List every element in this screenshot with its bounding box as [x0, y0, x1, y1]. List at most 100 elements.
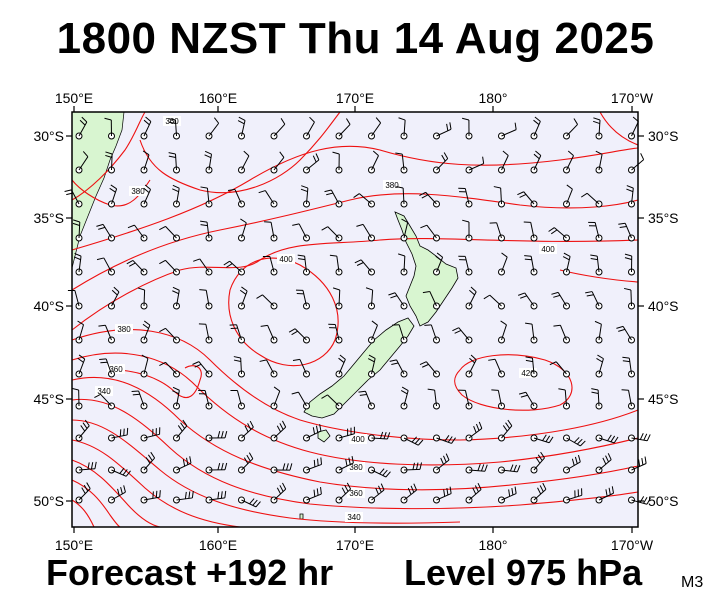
- wind-barb-feather: [339, 354, 346, 360]
- contour-label-bg: [107, 364, 125, 374]
- wind-barb-shaft: [360, 259, 372, 273]
- lon-label-top: 170°W: [611, 90, 654, 106]
- wind-barb-shaft: [299, 359, 307, 375]
- contour-label-bg: [349, 434, 367, 444]
- wind-barb-feather: [301, 185, 309, 189]
- wind-barb-feather: [542, 434, 547, 441]
- wind-barb-feather: [641, 457, 644, 466]
- wind-barb-feather: [520, 295, 527, 299]
- wind-barb-shaft: [198, 361, 210, 375]
- wind-barb-shaft: [234, 189, 242, 205]
- wind-barb-shaft: [338, 462, 354, 471]
- wind-barb-shaft: [176, 497, 193, 501]
- wind-barb-shaft: [143, 189, 152, 205]
- wind-barb-feather: [180, 422, 185, 429]
- wind-barb-feather: [289, 463, 293, 471]
- wind-barb-feather: [646, 497, 651, 505]
- wind-barb-shaft: [241, 290, 248, 307]
- wind-barb-feather: [421, 363, 429, 368]
- contour-label-bg: [129, 186, 147, 196]
- wind-barb-feather: [385, 471, 391, 478]
- wind-barb-shaft: [464, 188, 470, 205]
- wind-barb-feather: [477, 482, 482, 490]
- wind-barb-feather: [643, 433, 648, 441]
- wind-barb-feather: [493, 186, 501, 189]
- wind-barb-shaft: [298, 391, 307, 407]
- wind-barb-shaft: [176, 390, 180, 407]
- wind-barb-feather: [549, 361, 557, 366]
- wind-barb-feather: [255, 501, 261, 508]
- wind-barb-shaft: [111, 153, 113, 171]
- wind-barb-feather: [441, 154, 446, 162]
- wind-barb-feather: [586, 294, 594, 297]
- wind-barb-feather: [220, 431, 224, 439]
- wind-barb-feather: [282, 482, 287, 490]
- wind-barb-feather: [177, 425, 183, 432]
- wind-barb-feather: [143, 320, 151, 326]
- wind-barb-feather: [227, 188, 236, 191]
- wind-barb-feather: [332, 151, 340, 155]
- wind-barb-feather: [316, 488, 319, 496]
- wind-barb-feather: [241, 286, 248, 292]
- wind-barb-feather: [237, 120, 245, 125]
- lon-label-top: 160°E: [199, 90, 237, 106]
- wind-barb-shaft: [631, 499, 648, 505]
- wind-barb-shaft: [371, 122, 382, 137]
- wind-barb-shaft: [533, 457, 545, 471]
- wind-barb-shaft: [338, 488, 351, 501]
- wind-barb-shaft: [103, 257, 112, 273]
- wind-barb-feather: [517, 191, 524, 196]
- wind-barb-feather: [395, 152, 403, 155]
- wind-barb-shaft: [436, 128, 452, 137]
- wind-barb-feather: [443, 489, 446, 497]
- wind-barb-feather: [484, 464, 488, 472]
- isopleth-line: [71, 352, 639, 466]
- forecast-label: Forecast +192 hr: [46, 552, 334, 593]
- wind-barb-shaft: [359, 193, 372, 205]
- wind-barb-shaft: [78, 358, 86, 375]
- wind-barb-feather: [281, 420, 287, 428]
- wind-barb-shaft: [206, 188, 210, 205]
- wind-barb-feather: [226, 263, 233, 268]
- wind-barb-feather: [488, 358, 496, 361]
- wind-barb-feather: [117, 488, 120, 496]
- wind-barb-feather: [359, 393, 367, 396]
- wind-barb-feather: [508, 489, 511, 497]
- wind-barb-feather: [145, 457, 151, 464]
- wind-barb-feather: [128, 262, 136, 267]
- wind-barb-feather: [98, 226, 106, 230]
- wind-barb-feather: [291, 391, 299, 395]
- wind-barb-feather: [616, 325, 624, 329]
- wind-barb-shaft: [396, 359, 405, 375]
- wind-barb-feather: [414, 438, 421, 444]
- wind-barb-feather: [346, 118, 351, 125]
- wind-barb-feather: [474, 485, 479, 493]
- wind-barb-feather: [233, 356, 241, 359]
- wind-barb-shaft: [622, 326, 632, 341]
- wind-barb-shaft: [111, 491, 126, 501]
- contour-labels: 360 380 380 400 400 420 400 380 360 340 380 360 340: [95, 116, 557, 522]
- wind-barb-feather: [184, 491, 187, 499]
- wind-barb-feather: [98, 324, 106, 327]
- wind-barb-feather: [252, 499, 258, 506]
- wind-barb-feather: [412, 462, 415, 470]
- lat-label-right: 40°S: [648, 298, 679, 314]
- wind-barb-shaft: [78, 121, 88, 137]
- isopleth-line: [71, 193, 639, 291]
- wind-barb-feather: [351, 455, 354, 464]
- wind-barb-shaft: [403, 120, 406, 137]
- wind-barb-shaft: [468, 489, 482, 501]
- contour-label: 380: [349, 463, 363, 472]
- wind-barb-feather: [539, 485, 544, 492]
- contour-label-bg: [345, 512, 363, 522]
- wind-barb-shaft: [78, 156, 89, 171]
- wind-barb-feather: [545, 435, 551, 442]
- wind-barb-feather: [168, 152, 176, 155]
- wind-barb-shaft: [105, 358, 112, 375]
- wind-barb-feather: [72, 219, 80, 223]
- wind-barb-feather: [446, 487, 449, 496]
- wind-barb-shaft: [143, 324, 151, 341]
- wind-barb-feather: [73, 256, 81, 261]
- wind-barb-feather: [533, 153, 540, 160]
